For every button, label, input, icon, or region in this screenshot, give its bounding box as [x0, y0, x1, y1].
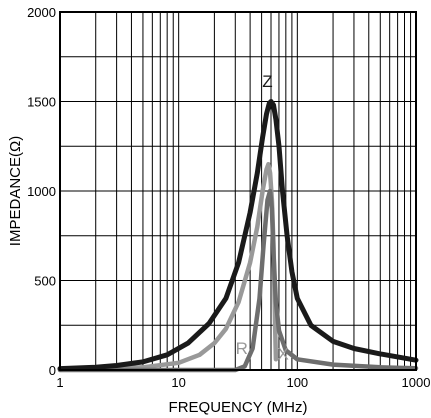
x-tick-label: 10	[171, 375, 185, 390]
y-tick-label: 0	[49, 363, 56, 378]
x-tick-label: 1	[56, 375, 63, 390]
y-tick-label: 1500	[27, 95, 56, 110]
series-label-x: X	[278, 344, 289, 363]
x-axis-title: FREQUENCY (MHz)	[169, 399, 308, 416]
y-tick-label: 1000	[27, 184, 56, 199]
y-tick-label: 2000	[27, 5, 56, 20]
plot-frame	[59, 11, 417, 371]
series-line-z	[57, 99, 419, 372]
series-label-z: Z	[262, 72, 272, 91]
series-lines	[57, 99, 419, 373]
x-tick-label: 1000	[402, 375, 431, 390]
grid	[60, 12, 416, 370]
series-label-r: R	[236, 339, 248, 358]
y-tick-label: 500	[34, 274, 56, 289]
series-labels: Z R X	[236, 72, 289, 363]
x-tick-label: 100	[286, 375, 308, 390]
tick-labels: 1 10 100 1000 0 500 1000 1500 2000	[27, 5, 430, 390]
series-line-x	[57, 188, 419, 373]
y-axis-title: IMPEDANCE(Ω)	[7, 136, 24, 246]
